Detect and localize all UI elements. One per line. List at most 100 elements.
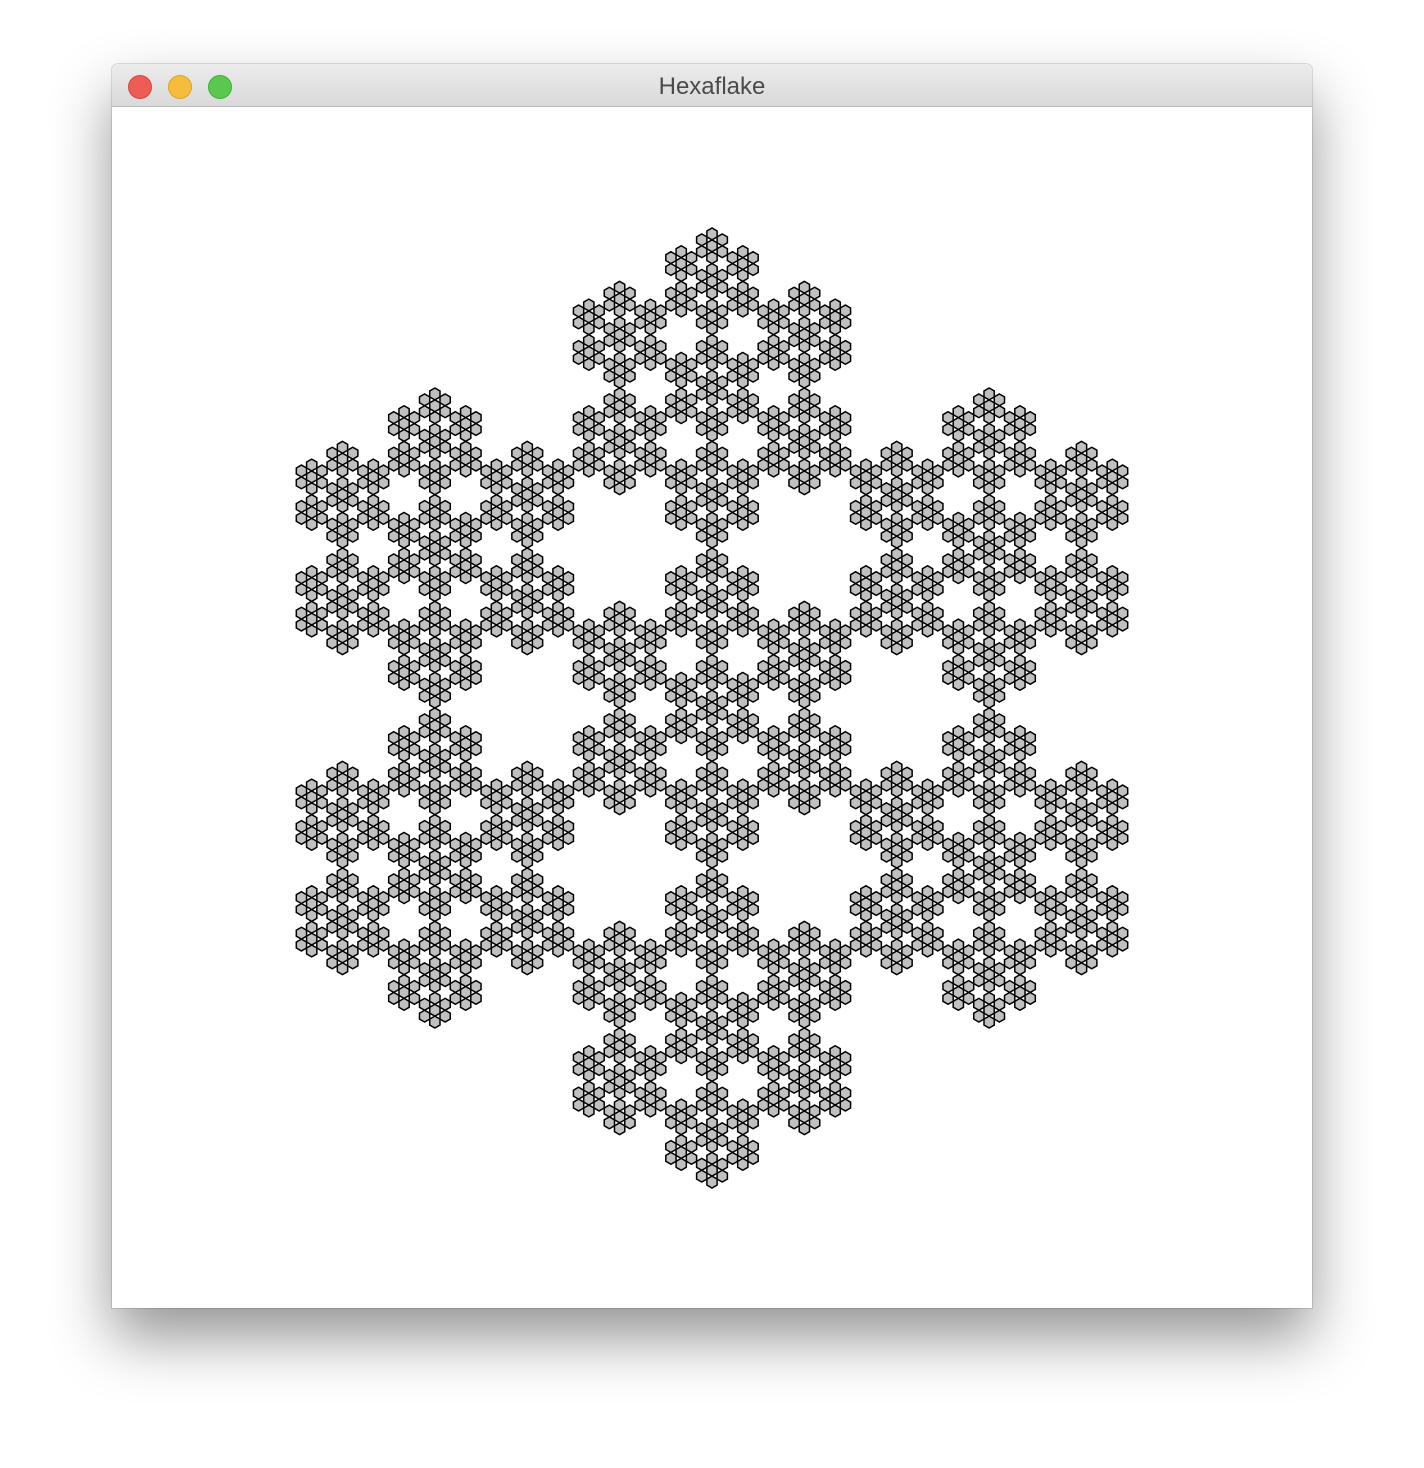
- hexagon-cell: [808, 689, 821, 703]
- hexagon-cell: [562, 796, 575, 810]
- hexagon-cell: [798, 351, 811, 366]
- hexagon-cell: [1096, 618, 1108, 632]
- hexagon-cell: [613, 647, 626, 662]
- hexagon-cell: [808, 357, 821, 372]
- hexagon-cell: [1014, 985, 1026, 1000]
- hexagon-cell: [675, 718, 688, 733]
- hexagon-cell: [747, 1151, 759, 1166]
- hexagon-cell: [675, 778, 688, 792]
- hexagon-cell: [798, 446, 811, 460]
- hexagon-cell: [336, 558, 349, 573]
- hexagon-cell: [428, 932, 441, 946]
- hexagon-cell: [952, 772, 965, 786]
- hexagon-cell: [706, 440, 718, 455]
- hexagon-cell: [819, 339, 831, 354]
- hexagon-cell: [377, 618, 390, 632]
- hexagon-cell: [736, 896, 749, 911]
- hexagon-cell: [1096, 902, 1108, 917]
- hexagon-cell: [305, 458, 318, 472]
- hexagon-cell: [552, 470, 564, 484]
- hexagon-cell: [675, 398, 688, 413]
- hexagon-cell: [541, 819, 554, 834]
- hexagon-cell: [747, 1139, 759, 1154]
- hexagon-cell: [952, 748, 965, 763]
- hexagon-cell: [962, 624, 975, 638]
- hexagon-cell: [798, 636, 811, 650]
- hexagon-cell: [819, 422, 831, 437]
- hexagon-cell: [706, 499, 718, 514]
- hexagon-cell: [747, 357, 759, 372]
- hexagon-cell: [706, 677, 718, 692]
- hexagon-cell: [326, 553, 339, 567]
- hexagon-cell: [336, 926, 349, 940]
- hexagon-cell: [490, 837, 503, 852]
- hexagon-cell: [418, 476, 431, 490]
- hexagon-cell: [931, 938, 944, 952]
- hexagon-cell: [459, 677, 472, 692]
- hexagon-cell: [387, 979, 400, 994]
- hexagon-cell: [1003, 553, 1016, 567]
- hexagon-cell: [829, 950, 842, 964]
- hexagon-cell: [634, 1098, 647, 1112]
- hexagon-cell: [726, 713, 739, 727]
- hexagon-cell: [675, 730, 688, 745]
- hexagon-cell: [603, 926, 616, 940]
- hexagon-cell: [490, 576, 503, 591]
- hexagon-cell: [428, 908, 441, 923]
- hexagon-cell: [942, 778, 954, 792]
- hexagon-cell: [305, 576, 318, 591]
- hexaflake-figure: [295, 227, 1129, 1189]
- hexagon-cell: [706, 1080, 718, 1095]
- hexagon-cell: [983, 956, 996, 970]
- hexagon-cell: [1065, 529, 1078, 543]
- hexagon-cell: [685, 689, 698, 703]
- hexagon-cell: [921, 458, 934, 472]
- hexagon-cell: [1034, 819, 1047, 834]
- hexagon-cell: [613, 339, 626, 354]
- hexagon-cell: [1003, 944, 1016, 958]
- hexagon-cell: [1106, 825, 1119, 840]
- hexagon-cell: [685, 369, 698, 383]
- hexagon-cell: [665, 570, 677, 585]
- hexagon-cell: [942, 410, 954, 425]
- minimize-icon[interactable]: [168, 75, 192, 99]
- hexagon-cell: [870, 938, 883, 952]
- hexagon-cell: [685, 250, 698, 265]
- hexagon-cell: [346, 944, 359, 958]
- hexagon-cell: [726, 1009, 739, 1023]
- hexagon-cell: [952, 523, 965, 538]
- hexagon-cell: [418, 724, 431, 739]
- hexagon-cell: [675, 493, 688, 508]
- hexagon-cell: [377, 476, 390, 490]
- hexagon-cell: [757, 1050, 770, 1065]
- hexagon-cell: [736, 564, 749, 579]
- hexagon-cell: [1075, 523, 1088, 538]
- hexagon-cell: [901, 624, 913, 638]
- hexagon-cell: [428, 434, 441, 449]
- hexagon-cell: [747, 286, 759, 300]
- hexagon-cell: [706, 310, 718, 324]
- hexagon-cell: [716, 813, 729, 828]
- zoom-icon[interactable]: [208, 75, 232, 99]
- hexagon-cell: [736, 268, 749, 283]
- hexagon-cell: [552, 932, 564, 946]
- hexagon-cell: [305, 778, 318, 792]
- title-bar[interactable]: Hexaflake: [112, 64, 1312, 107]
- hexagon-cell: [706, 1104, 718, 1118]
- hexagon-cell: [962, 659, 975, 674]
- hexagon-cell: [675, 908, 688, 923]
- hexagon-cell: [911, 464, 924, 478]
- hexagon-cell: [1014, 464, 1026, 478]
- hexagon-cell: [665, 464, 677, 478]
- hexagon-cell: [829, 665, 842, 680]
- hexagon-cell: [644, 961, 657, 976]
- hexagon-cell: [695, 991, 708, 1006]
- hexagon-cell: [418, 867, 431, 881]
- hexagon-cell: [470, 956, 482, 970]
- close-icon[interactable]: [128, 75, 152, 99]
- hexagon-cell: [767, 321, 780, 336]
- hexagon-cell: [336, 511, 349, 526]
- hexagon-cell: [603, 713, 616, 727]
- hexagon-cell: [295, 570, 308, 585]
- hexagon-cell: [808, 393, 821, 407]
